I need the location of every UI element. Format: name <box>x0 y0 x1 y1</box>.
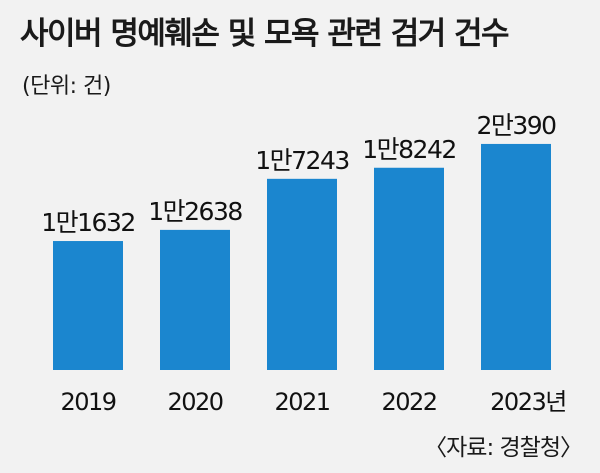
x-tick-label-2: 2021 <box>274 388 329 416</box>
source-note: 〈자료: 경찰청〉 <box>424 435 583 461</box>
value-label-0: 1만1632 <box>41 208 135 237</box>
x-tick-label-4: 2023년 <box>490 388 566 416</box>
bar-0 <box>53 241 123 370</box>
x-tick-label-1: 2020 <box>167 388 222 416</box>
bar-4 <box>481 143 551 370</box>
x-tick-label-3: 2022 <box>381 388 436 416</box>
bar-2 <box>267 178 337 370</box>
value-label-1: 1만2638 <box>148 197 242 226</box>
value-label-3: 1만8242 <box>362 135 456 164</box>
bar-3 <box>374 167 444 370</box>
value-label-4: 2만390 <box>476 111 556 140</box>
unit-label: (단위: 건) <box>22 74 111 99</box>
chart-title: 사이버 명예훼손 및 모욕 관련 검거 건수 <box>20 16 510 52</box>
x-tick-label-0: 2019 <box>60 388 115 416</box>
value-label-2: 1만7243 <box>255 146 349 175</box>
bar-1 <box>160 229 230 370</box>
